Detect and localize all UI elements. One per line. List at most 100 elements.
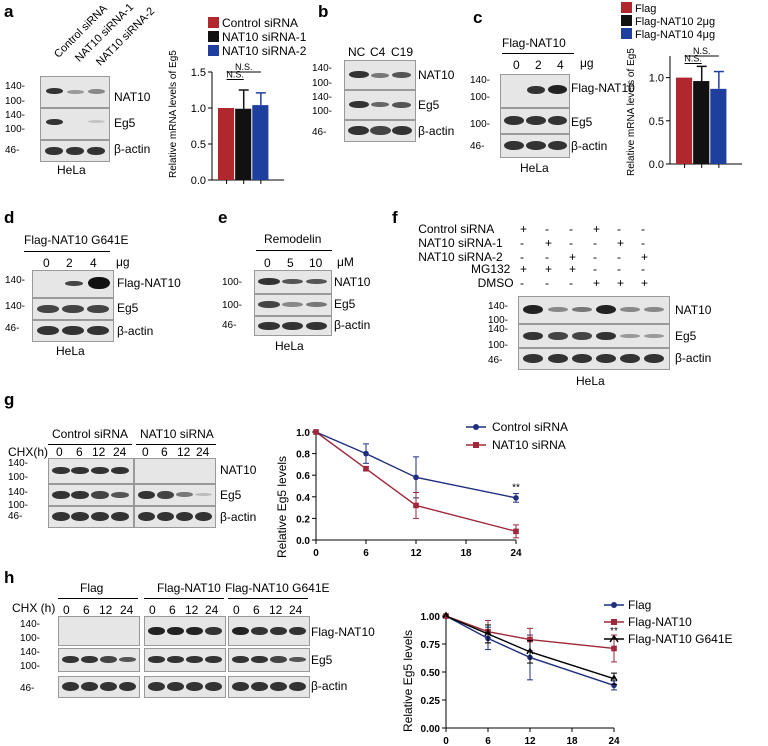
data-point — [413, 474, 419, 481]
panel-label-h: h — [4, 568, 15, 587]
y-axis-label: Relative Eg5 levels — [401, 630, 415, 732]
blot-image — [40, 76, 110, 108]
treatment-header: Flag-NAT10 — [502, 36, 566, 50]
time-label: 6 — [169, 603, 176, 617]
mw-marker: 140- — [488, 301, 509, 312]
header-line — [136, 444, 216, 445]
x-tick-label: 0 — [443, 736, 449, 746]
treatment-sign: - — [520, 276, 524, 290]
time-label: 12 — [99, 603, 113, 617]
panel-label-e: e — [218, 208, 228, 227]
treatment-sign: + — [593, 276, 601, 290]
y-tick-label: 1.0 — [296, 428, 310, 439]
mw-marker: 46- — [8, 511, 23, 522]
blot-label: Eg5 — [311, 653, 333, 667]
blot-image — [58, 616, 140, 646]
series-line — [315, 431, 517, 533]
treatment-sign: - — [569, 236, 573, 250]
blot-image — [48, 458, 134, 484]
mw-marker: 100- — [488, 340, 509, 351]
mw-marker: 100- — [8, 472, 29, 483]
mw-marker: 100- — [312, 106, 333, 117]
mw-marker: 100- — [488, 315, 509, 326]
blot-label: β-actin — [117, 324, 154, 338]
treatment-sign: - — [545, 276, 549, 290]
blot-label: β-actin — [418, 124, 455, 138]
time-label: 12 — [92, 445, 106, 459]
mw-marker: 140- — [312, 63, 333, 74]
y-tick-label: 0.5 — [191, 139, 206, 151]
chart-g: Relative Eg5 levels 0.0 0.2 0.4 0.6 0.8 1.0 0 6… — [275, 420, 568, 559]
x-tick-label: 6 — [363, 548, 369, 559]
time-label: 0 — [149, 603, 156, 617]
lane-label: NC — [348, 45, 366, 59]
cell-line: HeLa — [576, 374, 605, 388]
treatment-header: Flag-NAT10 G641E — [24, 233, 129, 247]
blot-label: β-actin — [220, 510, 257, 524]
blot-label: Eg5 — [418, 98, 440, 112]
blot-image — [228, 676, 310, 698]
chart-a: Control siRNA NAT10 siRNA-1 NAT10 siRNA-… — [168, 16, 307, 186]
treatment-sign: - — [641, 262, 645, 276]
mw-marker: 140- — [5, 301, 26, 312]
y-tick-label: 0.0 — [649, 159, 664, 171]
treatment-sign: - — [520, 250, 524, 264]
blot-image — [344, 90, 416, 120]
panel-label-f: f — [392, 208, 398, 227]
treatment-sign: + — [569, 250, 577, 264]
blot-image — [228, 648, 310, 672]
series-line — [315, 431, 517, 499]
mw-marker: 140- — [488, 324, 509, 335]
y-axis-label: Relative mRNA levels of Eg5 — [626, 48, 637, 176]
data-point — [527, 636, 533, 643]
chart-a-legend: Control siRNA NAT10 siRNA-1 NAT10 siRNA-… — [208, 16, 307, 58]
mw-marker: 100- — [5, 124, 26, 135]
dose-label: 5 — [287, 256, 294, 270]
blot-label: Eg5 — [114, 116, 136, 130]
blot-image — [32, 320, 114, 342]
chart-c-legend: Flag Flag-NAT10 2μg Flag-NAT10 4μg — [621, 2, 715, 41]
mw-marker: 46- — [470, 141, 485, 152]
dose-label: 10 — [309, 256, 323, 270]
time-label: 6 — [83, 603, 90, 617]
legend-label: Flag-NAT10 — [628, 615, 692, 629]
header-line — [502, 53, 574, 54]
dose-label: 0 — [513, 58, 520, 72]
blot-label: β-actin — [114, 142, 151, 156]
cell-line: HeLa — [57, 163, 86, 177]
time-label: 24 — [196, 445, 210, 459]
x-tick-label: 18 — [460, 548, 472, 559]
legend-marker — [609, 634, 619, 643]
bar — [710, 88, 727, 164]
chart-h: Relative Eg5 levels 0.00 0.25 0.50 0.75 1.00… — [401, 611, 620, 746]
legend-swatch — [621, 28, 632, 39]
mw-marker: 140- — [5, 81, 26, 92]
y-tick-label: 0.25 — [421, 696, 441, 707]
x-tick-label: 12 — [524, 736, 536, 746]
y-tick-label: 0.00 — [421, 724, 441, 735]
blot-image — [228, 616, 310, 646]
bar — [693, 81, 710, 164]
blot-image — [254, 270, 332, 294]
dose-label: 2 — [66, 256, 73, 270]
cell-line: HeLa — [520, 161, 549, 175]
header-line — [48, 444, 132, 445]
legend-label: NAT10 siRNA-2 — [222, 44, 307, 58]
header-line — [228, 598, 308, 599]
blot-image — [58, 676, 140, 698]
data-point — [313, 429, 319, 435]
y-tick-label: 1.0 — [191, 103, 206, 115]
bar — [218, 108, 235, 180]
blot-image — [134, 458, 216, 484]
y-tick-label: 0.0 — [296, 536, 310, 547]
chart-h-legend: Flag Flag-NAT10 Flag-NAT10 G641E — [604, 598, 733, 646]
blot-image — [500, 74, 570, 108]
data-point — [526, 647, 534, 655]
legend-marker — [473, 424, 479, 430]
treatment-sign: + — [520, 222, 528, 236]
blot-image — [144, 648, 226, 672]
time-label: 0 — [63, 603, 70, 617]
dose-unit: μg — [580, 56, 594, 70]
mw-marker: 100- — [312, 78, 333, 89]
mw-marker: 46- — [312, 127, 327, 138]
